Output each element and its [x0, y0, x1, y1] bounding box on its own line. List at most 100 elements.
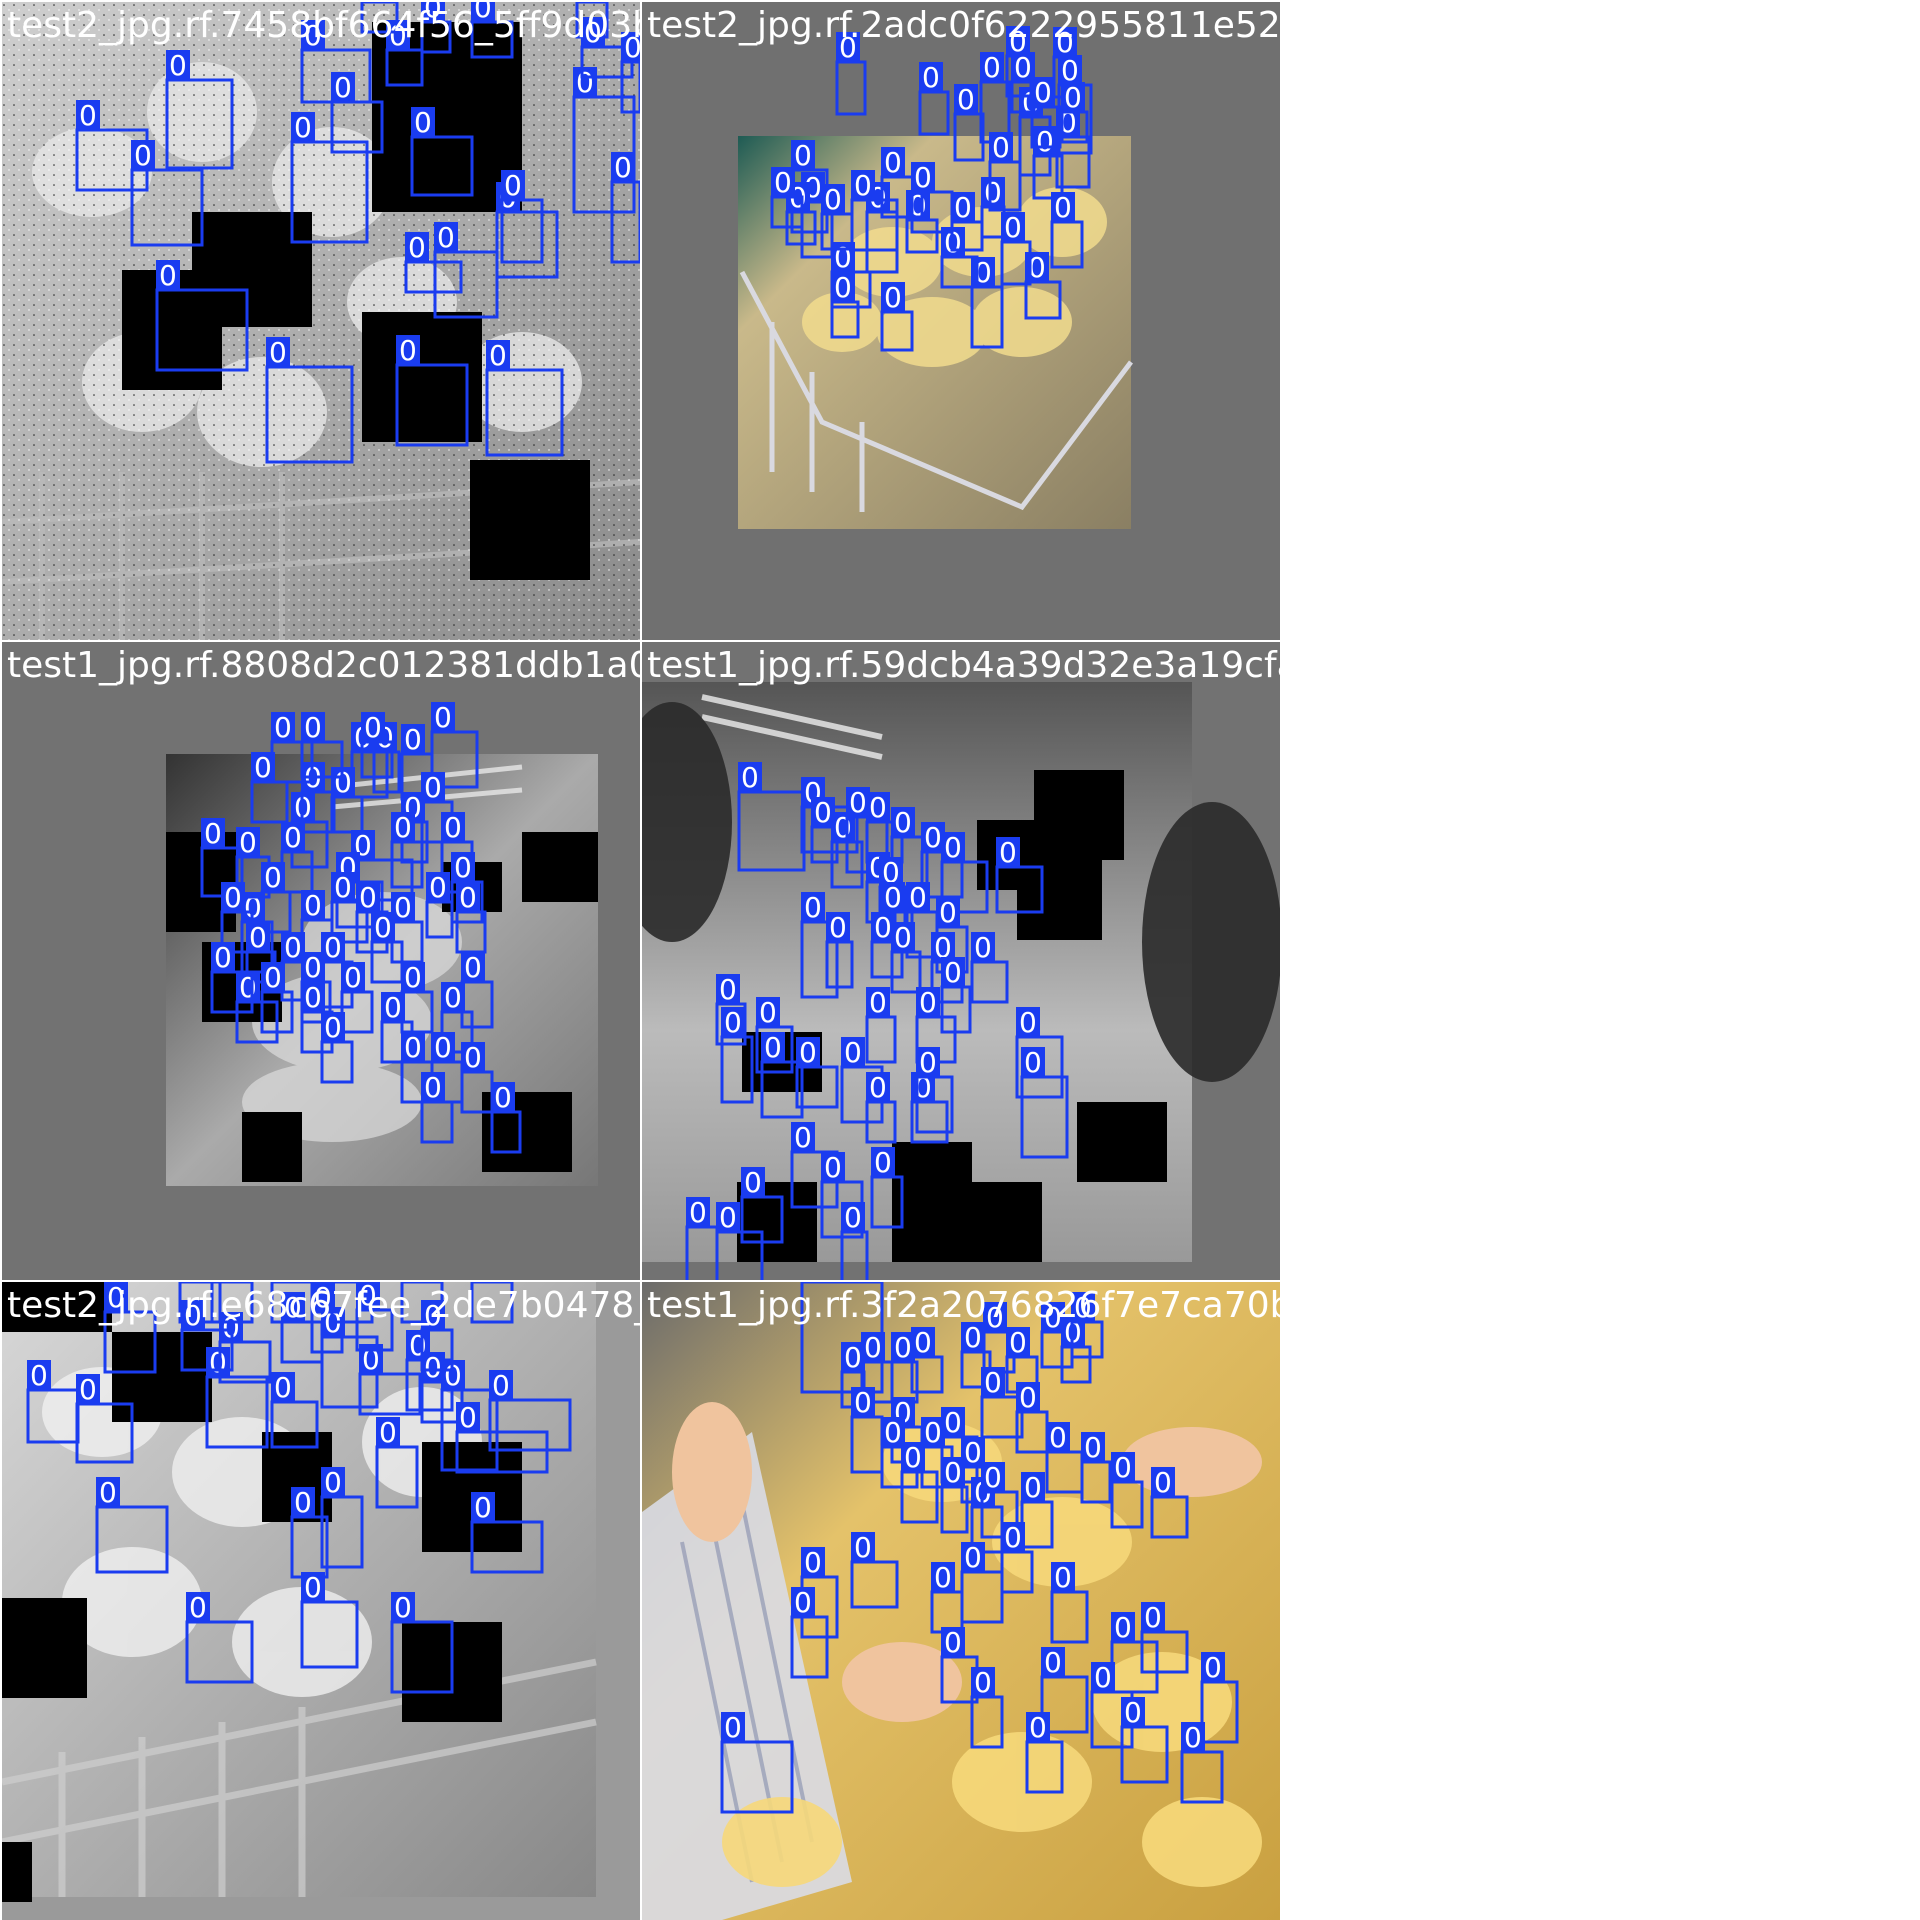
detection-label-bg: [866, 792, 890, 822]
detection-label: 0: [1036, 125, 1054, 158]
detection-box: [433, 250, 499, 319]
detection-label: 0: [983, 51, 1001, 84]
detection-label: 0: [214, 1282, 232, 1284]
detection-label-bg: [1111, 1452, 1135, 1482]
detection-label-bg: [791, 140, 815, 170]
detection-label-bg: [906, 190, 930, 220]
detection-box: [488, 1398, 572, 1452]
detection-label: 0: [159, 259, 177, 292]
detection-label-bg: [866, 1072, 890, 1102]
detection-label: 0: [939, 896, 957, 929]
detection-label-bg: [791, 1122, 815, 1152]
detection-label-bg: [831, 272, 855, 302]
detection-label: 0: [944, 1456, 962, 1489]
detection-label: 0: [492, 1369, 510, 1402]
detection-label: 0: [839, 31, 857, 64]
detection-label: 0: [444, 811, 462, 844]
detection-label-bg: [236, 827, 260, 857]
detection-label: 0: [424, 1071, 442, 1104]
detection-label: 0: [759, 996, 777, 1029]
detection-label: 0: [304, 951, 322, 984]
detection-box: [390, 1620, 454, 1694]
detection-label: 0: [874, 911, 892, 944]
detection-label: 0: [964, 1436, 982, 1469]
detection-label-bg: [489, 1370, 513, 1400]
detection-label: 0: [1044, 1646, 1062, 1679]
detection-label-bg: [401, 724, 425, 754]
detection-label: 0: [384, 991, 402, 1024]
detection-box: [103, 1310, 157, 1374]
detection-label-bg: [461, 952, 485, 982]
detection-label-bg: [716, 1202, 740, 1232]
detection-box: [737, 790, 806, 872]
detection-label: 0: [408, 231, 426, 264]
detection-label-bg: [1058, 55, 1082, 85]
detection-label-bg: [396, 335, 420, 365]
detection-label-bg: [471, 2, 495, 22]
detection-label: 0: [459, 1401, 477, 1434]
detection-box: [410, 135, 474, 197]
detection-label: 0: [824, 183, 842, 216]
detection-label-bg: [186, 1592, 210, 1622]
detection-label-bg: [983, 1302, 1007, 1332]
detection-label: 0: [314, 1282, 332, 1314]
detection-label-bg: [841, 1202, 865, 1232]
detection-label-bg: [738, 762, 762, 792]
detection-label: 0: [1114, 1611, 1132, 1644]
detection-label: 0: [624, 31, 640, 64]
detection-box: [165, 78, 234, 170]
detection-label: 0: [1014, 51, 1032, 84]
detection-label-bg: [381, 992, 405, 1022]
detection-label-bg: [1061, 82, 1085, 112]
detection-label: 0: [884, 881, 902, 914]
detection-label: 0: [854, 169, 872, 202]
detection-label-bg: [246, 922, 270, 952]
detection-label: 0: [274, 1282, 292, 1284]
detection-label-bg: [1091, 1662, 1115, 1692]
detection-label: 0: [829, 911, 847, 944]
detection-label: 0: [992, 131, 1010, 164]
detection-label: 0: [934, 931, 952, 964]
detection-label-bg: [971, 257, 995, 287]
detection-label: 0: [404, 1031, 422, 1064]
detection-label-bg: [941, 1457, 965, 1487]
detection-label: 0: [189, 1591, 207, 1624]
detection-label-bg: [1016, 1007, 1040, 1037]
detection-label-bg: [1031, 77, 1055, 107]
detection-box: [720, 1740, 794, 1814]
detection-label: 0: [1054, 191, 1072, 224]
detection-label-bg: [401, 962, 425, 992]
detection-label: 0: [964, 1321, 982, 1354]
detection-label: 0: [844, 1341, 862, 1374]
detection-label: 0: [294, 1486, 312, 1519]
detection-label: 0: [474, 1491, 492, 1524]
detection-label: 0: [834, 271, 852, 304]
detection-label: 0: [576, 66, 594, 99]
detection-label-bg: [486, 340, 510, 370]
detection-label: 0: [474, 2, 492, 24]
detection-label: 0: [764, 1031, 782, 1064]
detection-label-bg: [1006, 26, 1030, 56]
detection-label: 0: [869, 791, 887, 824]
detection-label-bg: [431, 702, 455, 732]
detection-label-bg: [1081, 1432, 1105, 1462]
detection-label: 0: [944, 831, 962, 864]
detection-label: 0: [1061, 54, 1079, 87]
detection-label-bg: [331, 872, 355, 902]
detection-label-bg: [321, 932, 345, 962]
detection-label: 0: [437, 221, 455, 254]
detection-label-bg: [361, 712, 385, 742]
tile-5-title: test2_jpg.rf.e68c67fee_2de7b0478_6: [7, 1285, 640, 1326]
detection-label-bg: [181, 1300, 205, 1330]
detection-label: 0: [1094, 1661, 1112, 1694]
detection-label-bg: [301, 982, 325, 1012]
detection-box: [358, 1372, 422, 1416]
detection-label: 0: [741, 761, 759, 794]
detection-label: 0: [924, 1416, 942, 1449]
detection-label-bg: [821, 1152, 845, 1182]
